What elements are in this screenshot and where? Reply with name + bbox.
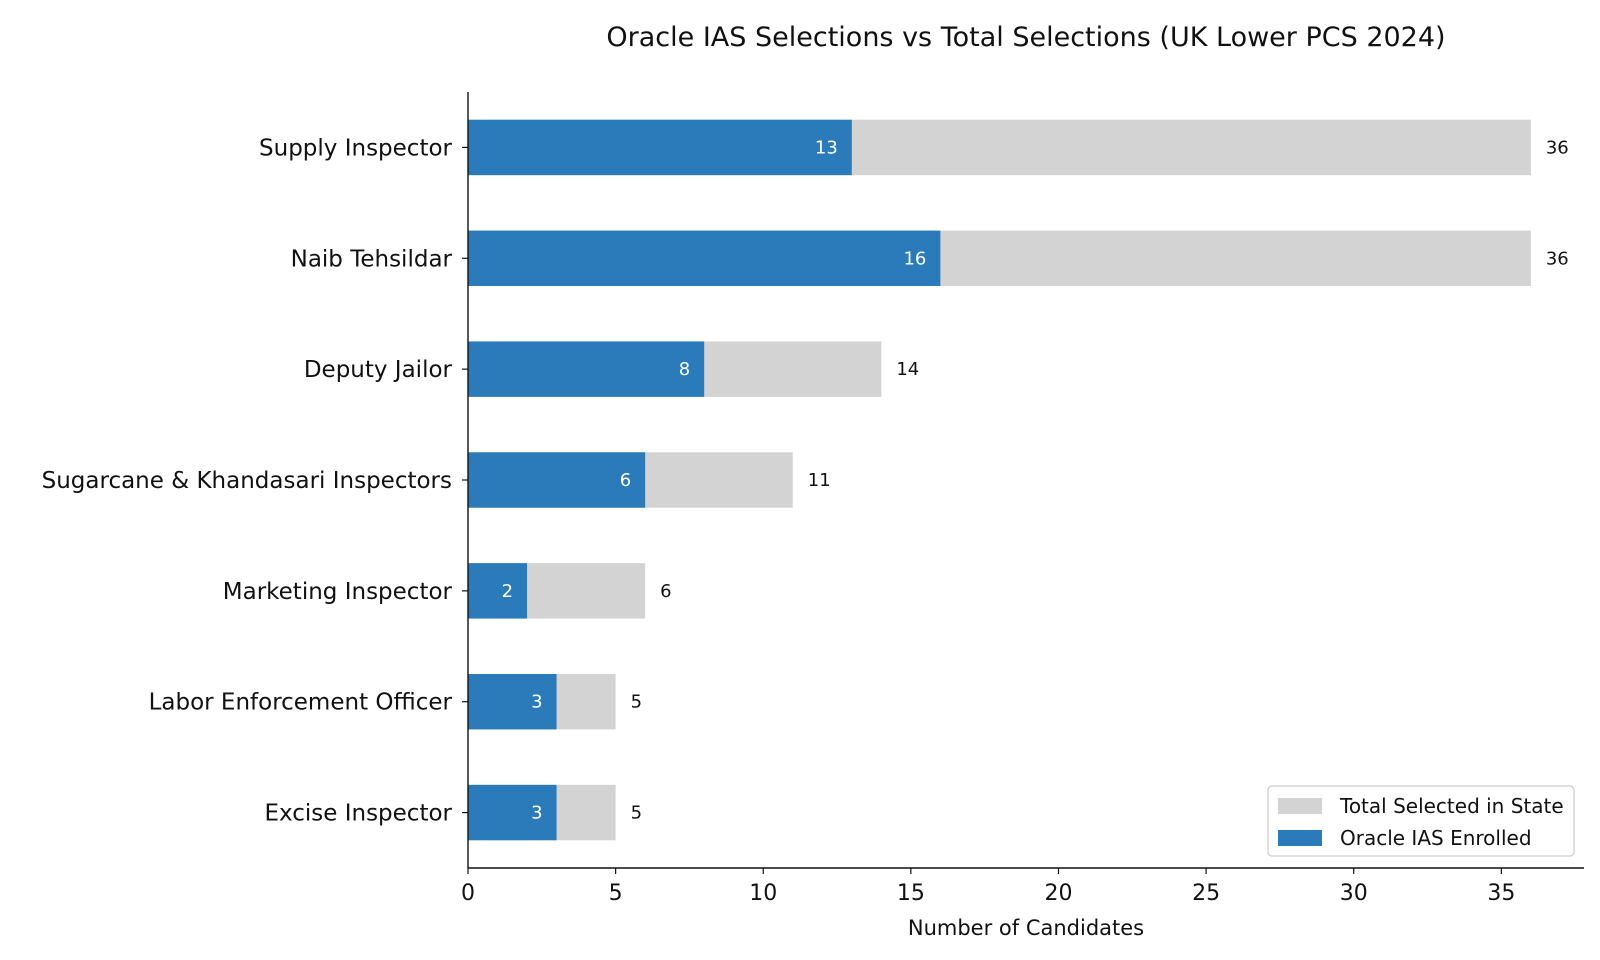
data-label-enrolled-labor-enforcement-officer: 3 xyxy=(531,692,542,713)
legend: Total Selected in State Oracle IAS Enroll… xyxy=(1267,785,1575,857)
legend-label-total-selected-in-state: Total Selected in State xyxy=(1339,794,1564,818)
bar-enrolled-deputy-jailor xyxy=(468,341,705,397)
bar-enrolled-supply-inspector xyxy=(468,119,852,176)
y-tick-label-naib-tehsildar: Naib Tehsildar xyxy=(291,246,453,272)
x-axis-title: Number of Candidates xyxy=(908,916,1144,940)
data-label-total-sugarcane-khandasari-inspectors: 11 xyxy=(808,470,831,491)
x-tick-label-15: 15 xyxy=(897,881,925,906)
x-tick-label-0: 0 xyxy=(461,881,475,906)
y-tick-label-sugarcane-khandasari-inspectors: Sugarcane & Khandasari Inspectors xyxy=(42,468,452,494)
x-tick-label-20: 20 xyxy=(1044,881,1072,906)
legend-swatch-oracle-ias-enrolled xyxy=(1278,830,1322,846)
x-tick-label-10: 10 xyxy=(749,881,777,906)
bar-enrolled-marketing-inspector xyxy=(468,563,528,619)
data-label-total-supply-inspector: 36 xyxy=(1546,137,1569,158)
y-tick-label-supply-inspector: Supply Inspector xyxy=(259,135,453,161)
y-tick-label-labor-enforcement-officer: Labor Enforcement Officer xyxy=(149,690,453,716)
y-tick-label-excise-inspector: Excise Inspector xyxy=(264,801,452,827)
data-label-enrolled-naib-tehsildar: 16 xyxy=(903,248,926,269)
legend-label-oracle-ias-enrolled: Oracle IAS Enrolled xyxy=(1340,826,1532,850)
data-label-total-marketing-inspector: 6 xyxy=(660,581,671,602)
legend-swatch-total-selected-in-state xyxy=(1278,798,1322,814)
data-label-enrolled-marketing-inspector: 2 xyxy=(502,581,513,602)
x-tick-label-25: 25 xyxy=(1192,881,1220,906)
chart-title: Oracle IAS Selections vs Total Selection… xyxy=(606,22,1445,53)
x-tick-label-30: 30 xyxy=(1340,881,1368,906)
x-tick-label-5: 5 xyxy=(609,881,623,906)
bar-enrolled-excise-inspector xyxy=(468,784,557,841)
data-label-enrolled-supply-inspector: 13 xyxy=(815,137,838,158)
data-label-enrolled-sugarcane-khandasari-inspectors: 6 xyxy=(620,470,631,491)
x-tick-label-35: 35 xyxy=(1487,881,1515,906)
y-tick-label-deputy-jailor: Deputy Jailor xyxy=(304,357,453,383)
bar-enrolled-sugarcane-khandasari-inspectors xyxy=(468,452,646,508)
bar-enrolled-naib-tehsildar xyxy=(468,230,941,286)
legend-frame xyxy=(1267,785,1575,857)
y-axis: Supply Inspector Naib Tehsildar Deputy Jai… xyxy=(42,92,469,868)
bars-group: 13 36 16 36 8 14 6 11 2 6 3 5 3 5 xyxy=(468,119,1569,841)
data-label-total-labor-enforcement-officer: 5 xyxy=(631,692,642,713)
data-label-total-naib-tehsildar: 36 xyxy=(1546,248,1569,269)
data-label-enrolled-deputy-jailor: 8 xyxy=(679,359,690,380)
bar-enrolled-labor-enforcement-officer xyxy=(468,674,557,730)
x-axis: 0 5 10 15 20 25 30 35 xyxy=(461,867,1584,906)
data-label-enrolled-excise-inspector: 3 xyxy=(531,803,542,824)
data-label-total-excise-inspector: 5 xyxy=(631,803,642,824)
data-label-total-deputy-jailor: 14 xyxy=(896,359,919,380)
y-tick-label-marketing-inspector: Marketing Inspector xyxy=(223,579,453,605)
